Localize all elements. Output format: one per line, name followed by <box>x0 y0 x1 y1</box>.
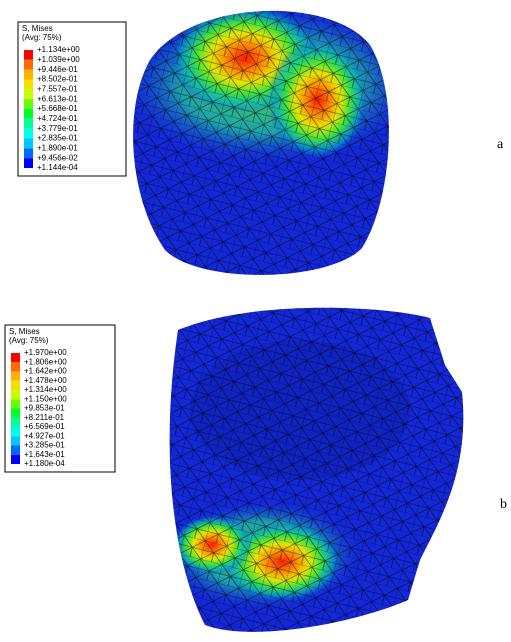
panel-label: a <box>497 137 504 152</box>
legend-label: +1.478e+00 <box>24 376 67 385</box>
legend-swatch <box>24 129 33 139</box>
legend-swatch <box>11 427 20 436</box>
legend-swatch <box>11 399 20 408</box>
legend-subtitle: (Avg: 75%) <box>22 33 62 42</box>
legend-swatch <box>24 70 33 80</box>
model-b <box>150 295 480 642</box>
legend-swatch <box>24 109 33 119</box>
legend-label: +1.150e+00 <box>24 394 67 403</box>
legend-label: +9.446e-01 <box>37 65 78 74</box>
legend-label: +5.668e-01 <box>37 104 78 113</box>
legend-label: +1.806e+00 <box>24 357 67 366</box>
legend-swatch <box>24 99 33 109</box>
legend-label: +2.835e-01 <box>37 134 78 143</box>
legend-swatch <box>11 372 20 381</box>
legend-label: +1.314e+00 <box>24 385 67 394</box>
legend-label: +1.144e-04 <box>37 163 78 172</box>
legend-swatch <box>24 158 33 168</box>
legend-swatch <box>24 89 33 99</box>
legend-label: +1.134e+00 <box>37 45 80 54</box>
legend-label: +6.569e-01 <box>24 422 65 431</box>
legend-label: +1.039e+00 <box>37 55 80 64</box>
legend-swatch <box>24 119 33 129</box>
legend-swatch <box>11 418 20 427</box>
legend-swatch <box>11 436 20 445</box>
legend-swatch <box>11 409 20 418</box>
legend-swatch <box>11 362 20 371</box>
legend-swatch <box>11 353 20 362</box>
legend-label: +1.890e-01 <box>37 143 78 152</box>
legend-swatch <box>24 148 33 158</box>
legend-label: +1.643e-01 <box>24 450 65 459</box>
legend-swatch <box>11 455 20 464</box>
legend-swatch <box>11 446 20 455</box>
legend-label: +1.642e+00 <box>24 367 67 376</box>
legend-label: +9.456e-02 <box>37 153 78 162</box>
model-a <box>100 0 420 300</box>
legend-title: S, Mises <box>9 327 40 336</box>
legend-swatch <box>24 139 33 149</box>
panel-label: b <box>500 497 507 512</box>
legend-label: +4.724e-01 <box>37 114 78 123</box>
legend-title: S, Mises <box>22 24 53 33</box>
legend-swatch <box>24 80 33 90</box>
legend-label: +7.557e-01 <box>37 84 78 93</box>
legend-label: +9.853e-01 <box>24 404 65 413</box>
legend-label: +1.970e+00 <box>24 348 67 357</box>
figure: S, Mises(Avg: 75%)+1.134e+00+1.039e+00+9… <box>0 0 511 642</box>
legend-subtitle: (Avg: 75%) <box>9 336 49 345</box>
legend-label: +3.285e-01 <box>24 441 65 450</box>
legend-label: +6.613e-01 <box>37 94 78 103</box>
legend-swatch <box>24 50 33 60</box>
legend-swatch <box>24 60 33 70</box>
legend-label: +8.211e-01 <box>24 413 65 422</box>
legend-label: +4.927e-01 <box>24 431 65 440</box>
legend-swatch <box>11 390 20 399</box>
legend-swatch <box>11 381 20 390</box>
legend-label: +8.502e-01 <box>37 75 78 84</box>
legend-label: +3.779e-01 <box>37 124 78 133</box>
legend-label: +1.180e-04 <box>24 459 65 468</box>
